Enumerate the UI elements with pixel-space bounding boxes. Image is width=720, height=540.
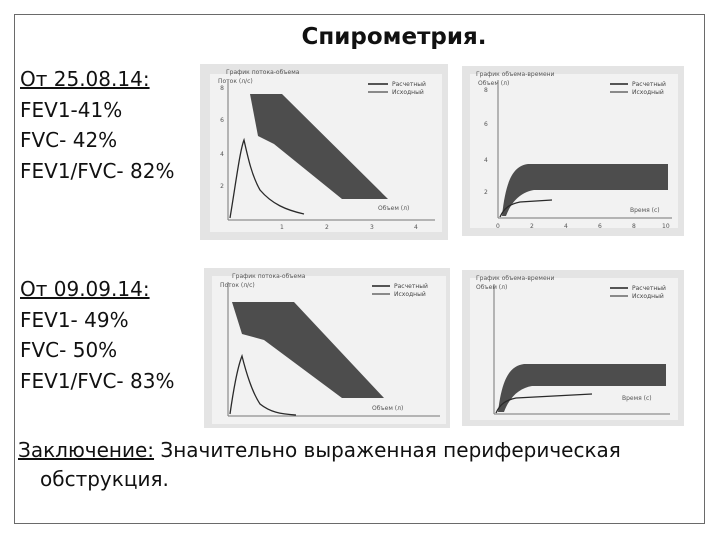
x-tick: 6 xyxy=(598,223,602,230)
x-tick: 4 xyxy=(564,223,568,230)
y-axis-label: Объем (л) xyxy=(478,80,509,87)
legend-predicted: Расчетный xyxy=(394,283,428,290)
x-tick: 0 xyxy=(496,223,500,230)
legend-predicted: Расчетный xyxy=(632,81,666,88)
y-tick: 8 xyxy=(484,87,488,94)
exam-2-results: От 09.09.14: FEV1- 49% FVC- 50% FEV1/FVC… xyxy=(20,274,174,396)
y-tick: 8 xyxy=(220,85,224,92)
x-tick: 4 xyxy=(414,224,418,231)
y-tick: 6 xyxy=(220,117,224,124)
legend-actual: Исходный xyxy=(632,293,664,300)
exam-2-date: От 09.09.14: xyxy=(20,277,150,301)
exam-2-fvc: FVC- 50% xyxy=(20,338,118,362)
chart-title: График потока-объема xyxy=(226,69,300,76)
exam-1-results: От 25.08.14: FEV1-41% FVC- 42% FEV1/FVC-… xyxy=(20,64,174,186)
conclusion-text-continued: обструкция. xyxy=(40,467,169,491)
volume-time-photo-1: График объема-времени Объем (л) Расчетны… xyxy=(462,66,684,236)
exam-2-ratio: FEV1/FVC- 83% xyxy=(20,368,175,393)
chart-title: График потока-объема xyxy=(232,273,306,280)
predicted-band xyxy=(232,302,384,398)
slide-frame xyxy=(14,14,705,524)
measured-curve xyxy=(229,353,297,416)
x-axis-label: Время (с) xyxy=(622,395,652,402)
x-tick: 1 xyxy=(280,224,284,231)
flow-volume-photo-1: График потока-объема Поток (л/с) Расчетн… xyxy=(200,64,448,240)
predicted-band xyxy=(498,364,666,412)
exam-1-ratio: FEV1/FVC- 82% xyxy=(20,158,175,183)
legend-actual: Исходный xyxy=(392,89,424,96)
y-tick: 4 xyxy=(484,157,488,164)
exam-1-fev1: FEV1-41% xyxy=(20,97,123,122)
x-axis-label: Объем (л) xyxy=(372,405,403,412)
legend-predicted: Расчетный xyxy=(632,285,666,292)
legend-actual: Исходный xyxy=(632,89,664,96)
measured-curve xyxy=(229,137,305,219)
volume-time-photo-2: График объема-времени Объем (л) Расчетны… xyxy=(462,270,684,426)
y-tick: 6 xyxy=(484,121,488,128)
x-tick: 8 xyxy=(632,223,636,230)
y-tick: 2 xyxy=(484,189,488,196)
y-axis-label: Поток (л/с) xyxy=(220,282,255,289)
x-axis-label: Объем (л) xyxy=(378,205,409,212)
measured-curve xyxy=(499,199,553,218)
flow-volume-photo-2: График потока-объема Поток (л/с) Расчетн… xyxy=(204,268,450,428)
y-tick: 4 xyxy=(220,151,224,158)
measured-curve xyxy=(495,393,593,414)
y-tick: 2 xyxy=(220,183,224,190)
chart-title: График объема-времени xyxy=(476,71,555,78)
x-tick: 2 xyxy=(530,223,534,230)
y-axis-label: Поток (л/с) xyxy=(218,78,253,85)
legend-actual: Исходный xyxy=(394,291,426,298)
y-axis-label: Объем (л) xyxy=(476,284,507,291)
x-tick: 2 xyxy=(325,224,329,231)
conclusion-text: Значительно выраженная периферическая xyxy=(154,438,621,462)
conclusion: Заключение: Значительно выраженная периф… xyxy=(18,436,698,494)
predicted-band xyxy=(502,164,668,216)
exam-1-fvc: FVC- 42% xyxy=(20,128,118,152)
exam-2-fev1: FEV1- 49% xyxy=(20,307,129,332)
conclusion-label: Заключение: xyxy=(18,438,155,462)
predicted-band xyxy=(250,94,388,199)
plot-paper xyxy=(470,74,678,228)
page-title: Спирометрия. xyxy=(301,24,487,50)
x-tick: 10 xyxy=(662,223,670,230)
x-axis-label: Время (с) xyxy=(630,207,660,214)
exam-1-date: От 25.08.14: xyxy=(20,67,150,91)
legend-predicted: Расчетный xyxy=(392,81,426,88)
x-tick: 3 xyxy=(370,224,374,231)
chart-title: График объема-времени xyxy=(476,275,555,282)
